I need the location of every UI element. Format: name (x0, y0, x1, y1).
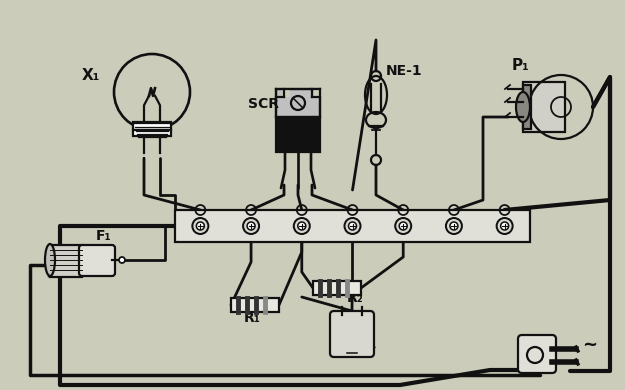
FancyBboxPatch shape (518, 335, 556, 373)
Bar (231, 298, 279, 312)
Circle shape (395, 218, 411, 234)
Bar (133, 122, 171, 130)
Circle shape (243, 218, 259, 234)
Text: P₁: P₁ (512, 58, 530, 73)
Circle shape (344, 218, 361, 234)
Bar (276, 89, 320, 117)
Circle shape (349, 222, 356, 230)
Circle shape (399, 222, 408, 230)
Text: R₂: R₂ (347, 291, 364, 305)
Text: NE-1: NE-1 (386, 64, 423, 78)
Circle shape (450, 222, 458, 230)
Bar (314, 89, 322, 97)
Text: X₁: X₁ (82, 68, 101, 83)
Bar (50, 245, 82, 277)
Text: C₁: C₁ (360, 337, 376, 351)
FancyBboxPatch shape (79, 245, 115, 276)
Text: ~: ~ (582, 336, 597, 354)
Text: R₁: R₁ (244, 311, 261, 325)
Circle shape (196, 222, 204, 230)
Bar (313, 281, 361, 295)
Circle shape (192, 218, 208, 234)
Bar (282, 89, 290, 97)
Ellipse shape (45, 244, 55, 276)
Circle shape (446, 218, 462, 234)
Bar (175, 210, 530, 242)
Circle shape (501, 222, 509, 230)
Circle shape (119, 257, 125, 263)
Text: SCR: SCR (248, 97, 279, 111)
Circle shape (298, 222, 306, 230)
FancyBboxPatch shape (330, 311, 374, 357)
Bar (523, 85, 531, 129)
Circle shape (247, 222, 255, 230)
Bar (276, 117, 320, 152)
Bar (523, 82, 565, 132)
Ellipse shape (516, 92, 530, 122)
Circle shape (294, 218, 310, 234)
Circle shape (497, 218, 512, 234)
Text: F₁: F₁ (96, 229, 112, 243)
Bar (133, 130, 171, 136)
